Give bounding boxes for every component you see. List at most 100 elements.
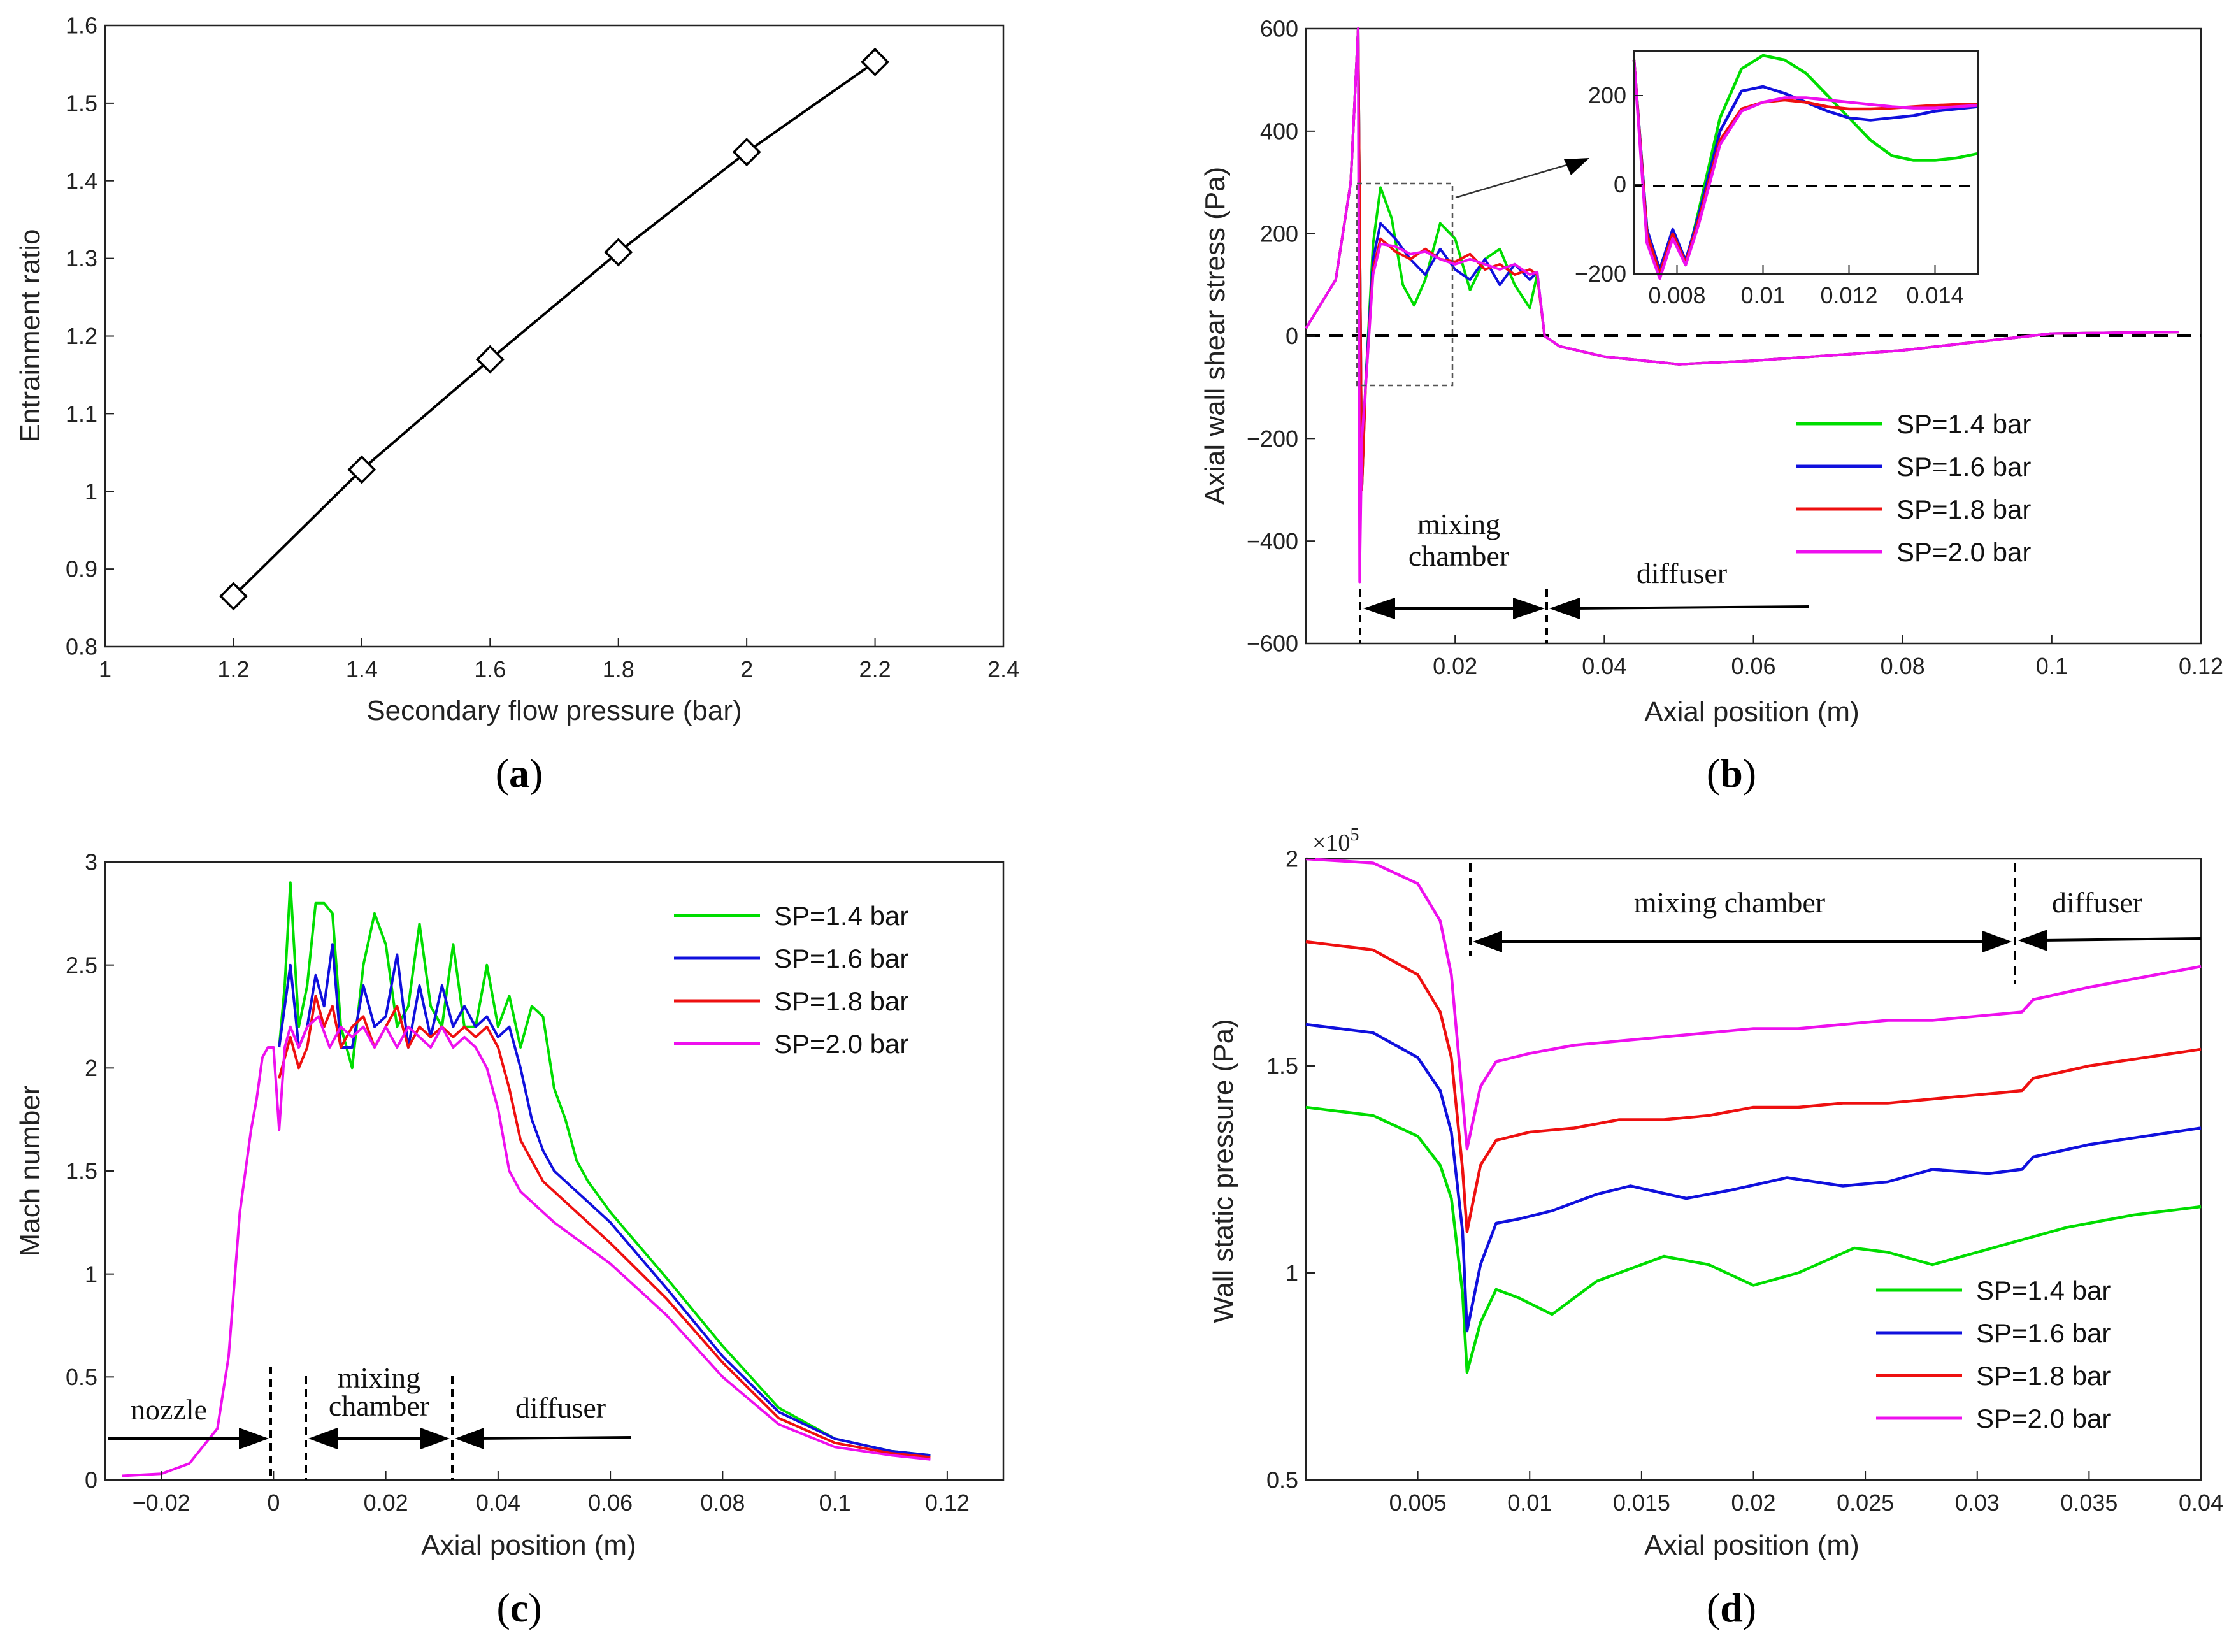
panel-b-xtick-label: 0.06 xyxy=(1731,653,1775,679)
panel-d-legend-label-1: SP=1.4 bar xyxy=(1976,1275,2111,1305)
panel-b-xtick-label: 0.08 xyxy=(1881,653,1925,679)
panel-b-inset-series-line-4 xyxy=(1632,59,1979,280)
panel-a-xtick-label: 1.2 xyxy=(217,656,249,682)
panel-b-zoom-arrowhead xyxy=(1564,158,1589,175)
panel-b-ytick-label: −600 xyxy=(1247,631,1298,657)
panel-d-legend-label-4: SP=2.0 bar xyxy=(1976,1404,2111,1433)
panel-d-multiplier: ×105 xyxy=(1312,825,1359,856)
panel-b-inset: 0.008 0.01 0.012 0.014 −200 0 200 xyxy=(1575,50,1979,308)
panel-b-inset-xtick-label: 0.014 xyxy=(1906,282,1963,308)
panel-c-xtick-label: 0 xyxy=(267,1490,280,1516)
panel-d-xtick-label: 0.01 xyxy=(1507,1490,1552,1516)
panel-b-mixing-arrowhead-right xyxy=(1513,598,1545,619)
panel-a-xtick-label: 1.8 xyxy=(603,656,634,682)
panel-a-axes xyxy=(104,24,1005,648)
panel-c-ytick-label: 2 xyxy=(85,1055,97,1081)
panel-b-caption: (b) xyxy=(1707,751,1756,796)
panel-b-inset-xtick-label: 0.008 xyxy=(1648,282,1705,308)
panel-a-data-point xyxy=(219,582,248,611)
panel-a-ytick-label: 1.3 xyxy=(66,245,97,271)
panel-d-mixing-arrowhead-left xyxy=(1473,931,1502,952)
panel-d-caption-letter: d xyxy=(1720,1585,1743,1630)
panel-a-xtick-label: 1 xyxy=(99,656,111,682)
panel-c-xlabel: Axial position (m) xyxy=(421,1530,636,1561)
panel-c-caption: (c) xyxy=(496,1585,541,1630)
panel-a-ytick-label: 1.2 xyxy=(66,323,97,349)
panel-d-xlabel: Axial position (m) xyxy=(1644,1530,1859,1561)
panel-b-caption-letter: b xyxy=(1720,751,1743,796)
panel-d-ytick-label: 1.5 xyxy=(1266,1053,1298,1079)
panel-a-ytick-label: 0.8 xyxy=(66,634,97,660)
panel-d: 0.005 0.01 0.015 0.02 0.025 0.03 0.035 0.04 0.5… xyxy=(1208,825,2223,1630)
panel-c-ytick-label: 1 xyxy=(85,1261,97,1287)
panel-a-caption-letter: a xyxy=(509,751,529,796)
panel-c-ytick-label: 3 xyxy=(85,849,97,875)
panel-b-legend-label-1: SP=1.4 bar xyxy=(1896,409,2031,439)
panel-b-xlabel: Axial position (m) xyxy=(1644,696,1859,728)
panel-c-ytick-label: 0 xyxy=(85,1467,97,1493)
panel-b-xtick-label: 0.02 xyxy=(1433,653,1477,679)
panel-b-zoom-box xyxy=(1356,182,1454,387)
panel-a-ytick-label: 1 xyxy=(85,478,97,505)
panel-b-ytick-label: −200 xyxy=(1247,426,1298,452)
panel-a-xlabel: Secondary flow pressure (bar) xyxy=(366,695,742,726)
panel-d-ytick-label: 1 xyxy=(1286,1260,1298,1286)
panel-c-legend: SP=1.4 bar SP=1.6 bar SP=1.8 bar SP=2.0 bar xyxy=(674,901,908,1059)
panel-d-mixing-label: mixing chamber xyxy=(1634,886,1825,919)
panel-b-inset-series-line-2 xyxy=(1632,59,1979,271)
panel-a-xtick-label: 1.4 xyxy=(346,656,378,682)
panel-d-series-line-3 xyxy=(1305,940,2202,1233)
panel-d-caption: (d) xyxy=(1707,1585,1756,1630)
panel-c-mixing-label-line2: chamber xyxy=(329,1390,429,1422)
panel-b-ylabel: Axial wall shear stress (Pa) xyxy=(1200,167,1231,505)
panel-c-ylabel: Mach number xyxy=(15,1085,46,1256)
panel-a-caption: (a) xyxy=(496,751,543,796)
panel-a-xtick-label: 1.6 xyxy=(474,656,506,682)
panel-a-data-point xyxy=(475,345,505,374)
panel-b-ytick-label: 200 xyxy=(1260,220,1298,247)
panel-d-xtick-label: 0.04 xyxy=(2179,1490,2223,1516)
panel-d-multiplier-exponent: 5 xyxy=(1350,825,1359,845)
panel-c-diffuser-arrow-shaft xyxy=(476,1436,631,1440)
panel-a-ytick-label: 1.4 xyxy=(66,168,97,194)
panel-a-series-line-1 xyxy=(232,61,876,598)
panel-d-xtick-label: 0.02 xyxy=(1731,1490,1775,1516)
panel-b-xtick-label: 0.1 xyxy=(2036,653,2068,679)
panel-c-legend-label-3: SP=1.8 bar xyxy=(774,986,908,1016)
panel-b-inset-ytick-label: 0 xyxy=(1614,171,1626,198)
panel-c-series-line-2 xyxy=(278,943,931,1457)
panel-c-xtick-label: 0.12 xyxy=(925,1490,970,1516)
panel-b-mixing-label-line2: chamber xyxy=(1408,540,1509,572)
panel-b-diffuser-arrow-shaft xyxy=(1573,605,1810,610)
panel-c-xtick-label: 0.06 xyxy=(588,1490,633,1516)
panel-d-diffuser-arrowhead xyxy=(2018,930,2047,951)
panel-b-ytick-label: 400 xyxy=(1260,118,1298,144)
panel-b-ytick-label: −400 xyxy=(1247,528,1298,554)
panel-d-xtick-label: 0.03 xyxy=(1955,1490,2000,1516)
panel-d-ytick-label: 0.5 xyxy=(1266,1467,1298,1493)
panel-c-xtick-label: 0.08 xyxy=(700,1490,745,1516)
panel-c: −0.02 0 0.02 0.04 0.06 0.08 0.1 0.12 0 0.5 1 1.5 2 2… xyxy=(15,849,1005,1630)
panel-c-xtick-label: 0.02 xyxy=(364,1490,408,1516)
panel-b-mixing-arrowhead-left xyxy=(1363,598,1395,619)
panel-d-legend-label-3: SP=1.8 bar xyxy=(1976,1361,2111,1391)
panel-b-inset-xtick-label: 0.012 xyxy=(1820,282,1877,308)
panel-b-legend-label-4: SP=2.0 bar xyxy=(1896,537,2031,567)
panel-c-xtick-label: 0.04 xyxy=(476,1490,520,1516)
panel-b-series-line-4 xyxy=(1305,27,2179,584)
panel-c-ytick-label: 2.5 xyxy=(66,952,97,978)
panel-c-ytick-label: 0.5 xyxy=(66,1364,97,1390)
panel-d-series-line-2 xyxy=(1305,1023,2202,1333)
panel-b-ytick-label: 600 xyxy=(1260,16,1298,42)
panel-d-ylabel: Wall static pressure (Pa) xyxy=(1208,1019,1239,1323)
panel-c-caption-letter: c xyxy=(510,1585,528,1630)
panel-c-series-line-1 xyxy=(278,881,931,1457)
panel-d-xtick-label: 0.015 xyxy=(1613,1490,1670,1516)
panel-a-data-point xyxy=(604,238,633,267)
panel-a-ytick-label: 1.6 xyxy=(66,13,97,39)
panel-d-diffuser-label: diffuser xyxy=(2052,886,2142,919)
panel-d-xtick-label: 0.025 xyxy=(1837,1490,1894,1516)
panel-b-legend-label-2: SP=1.6 bar xyxy=(1896,452,2031,482)
panel-a-xtick-label: 2 xyxy=(740,656,753,682)
panel-b-diffuser-label: diffuser xyxy=(1637,557,1727,589)
